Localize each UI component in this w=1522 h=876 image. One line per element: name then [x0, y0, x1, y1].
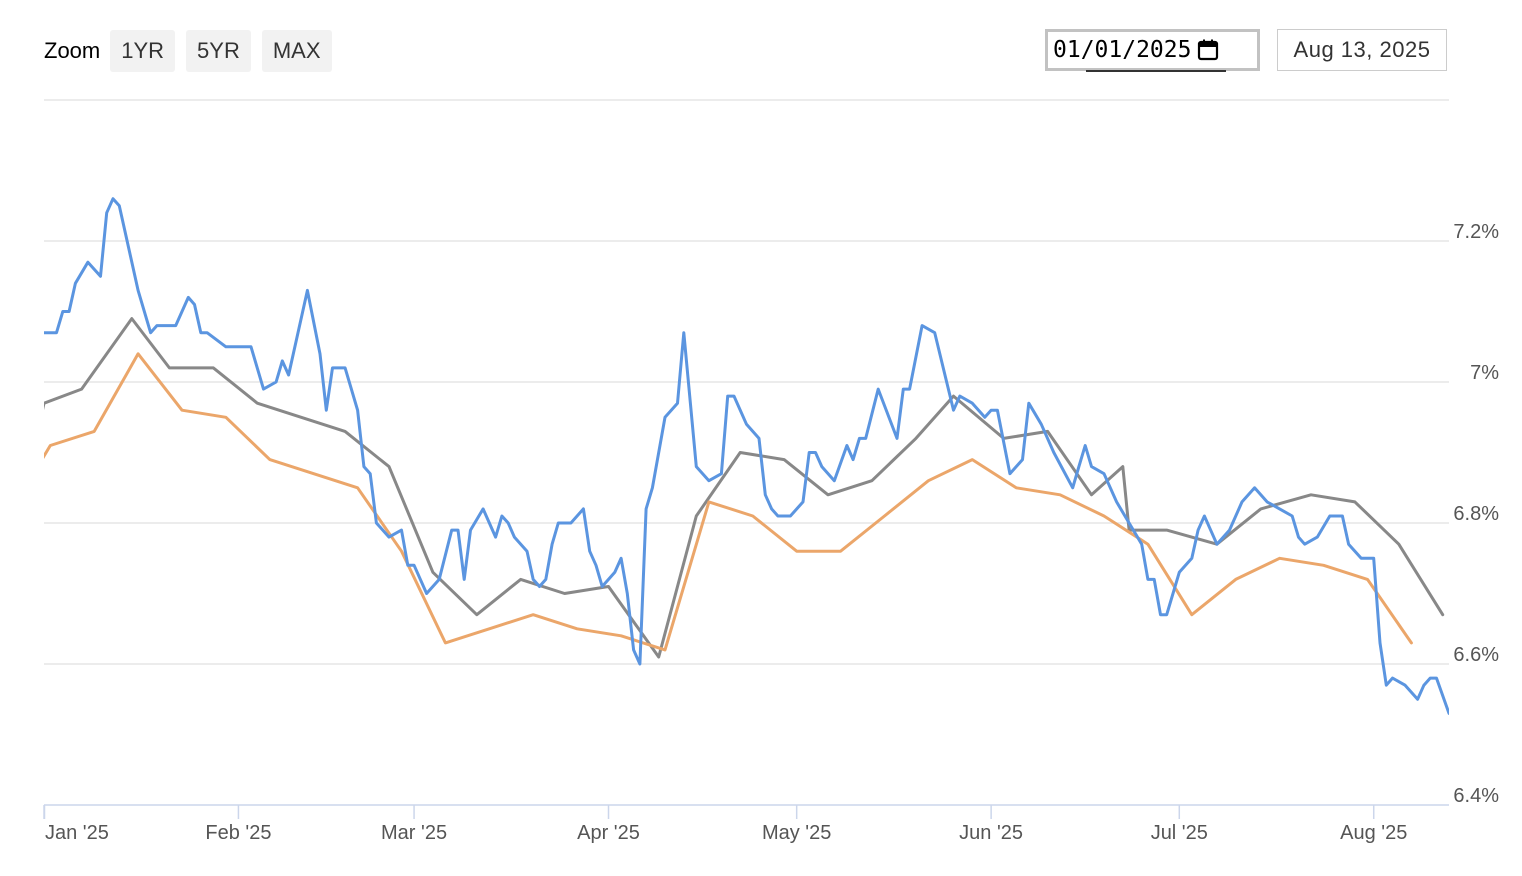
zoom-bar: Zoom 1YR 5YR MAX: [44, 30, 343, 72]
y-tick-label: 7%: [1470, 362, 1499, 384]
label-layer: 6.4% 6.6% 6.8% 7% 7.2% Jan '25 Feb '25 Mar '25 A…: [45, 221, 1499, 844]
x-tick-label: Mar '25: [381, 822, 447, 844]
y-tick-label: 6.4%: [1453, 785, 1499, 807]
series-gray-line: [44, 317, 1445, 659]
series-layer: [44, 197, 1449, 715]
date-from-value: 01/01/2025: [1053, 37, 1192, 63]
x-tick-label: Jan '25: [45, 822, 109, 844]
x-tick-label: Aug '25: [1340, 822, 1407, 844]
x-tick-label: Jul '25: [1151, 822, 1208, 844]
zoom-label: Zoom: [44, 38, 101, 63]
date-from-focus-underline: [1086, 70, 1226, 72]
y-tick-label: 7.2%: [1453, 221, 1499, 243]
date-to-value: Aug 13, 2025: [1293, 37, 1431, 62]
y-tick-label: 6.6%: [1453, 644, 1499, 666]
x-tick-label: Feb '25: [205, 822, 271, 844]
zoom-5yr-button[interactable]: 5YR: [186, 30, 251, 72]
zoom-1yr-button[interactable]: 1YR: [110, 30, 176, 72]
y-tick-label: 6.8%: [1453, 503, 1499, 525]
date-to-input[interactable]: Aug 13, 2025: [1277, 29, 1447, 71]
x-tick-label: May '25: [762, 822, 831, 844]
date-from-input[interactable]: 01/01/2025: [1045, 29, 1260, 72]
calendar-icon[interactable]: [1197, 39, 1219, 61]
x-tick-label: Apr '25: [577, 822, 640, 844]
axis-layer: [43, 804, 1449, 819]
series-orange-line: [44, 352, 1413, 652]
x-tick-label: Jun '25: [959, 822, 1023, 844]
grid-layer: [44, 99, 1449, 665]
zoom-max-button[interactable]: MAX: [261, 30, 332, 72]
series-blue-line: [44, 197, 1449, 715]
